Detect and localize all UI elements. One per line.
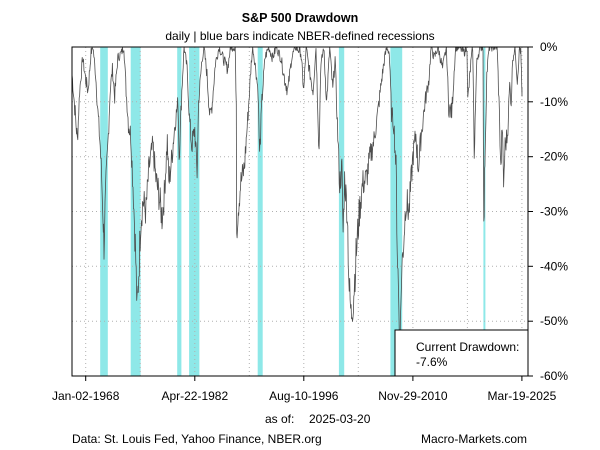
y-axis: 0% -10% -20% -30% -40% -50% -60%: [528, 40, 568, 383]
chart-title: S&P 500 Drawdown: [242, 11, 358, 25]
current-drawdown-value: -7.6%: [416, 355, 448, 369]
recession-bar-3: [177, 47, 182, 376]
recession-bar-4: [189, 47, 200, 376]
current-drawdown-box: Current Drawdown: -7.6%: [394, 329, 529, 377]
drawdown-series: [71, 46, 523, 374]
recession-bar-6: [338, 47, 345, 376]
site-credit: Macro-Markets.com: [421, 432, 527, 446]
drawdown-line-1: [71, 46, 523, 374]
x-tick-label-3: Aug-10-1996: [269, 389, 339, 403]
as-of-date: 2025-03-20: [309, 412, 371, 426]
gridlines: [72, 47, 528, 376]
current-drawdown-label: Current Drawdown:: [416, 340, 519, 354]
y-tick-label-7: -60%: [540, 369, 568, 383]
x-tick-label-1: Jan-02-1968: [52, 389, 120, 403]
chart-subtitle: daily | blue bars indicate NBER-defined …: [165, 29, 434, 43]
as-of-label: as of:: [265, 412, 294, 426]
y-tick-label-3: -20%: [540, 150, 568, 164]
y-tick-label-6: -50%: [540, 314, 568, 328]
y-tick-label-2: -10%: [540, 95, 568, 109]
y-tick-label-4: -30%: [540, 205, 568, 219]
x-tick-label-5: Mar-19-2025: [488, 389, 557, 403]
y-tick-label-1: 0%: [540, 40, 558, 54]
x-axis: Jan-02-1968 Apr-22-1982 Aug-10-1996 Nov-29-…: [52, 376, 557, 403]
x-tick-label-4: Nov-29-2010: [378, 389, 448, 403]
recession-bar-2: [130, 47, 141, 376]
x-tick-label-2: Apr-22-1982: [161, 389, 228, 403]
data-source: Data: St. Louis Fed, Yahoo Finance, NBER…: [72, 432, 322, 446]
y-tick-label-5: -40%: [540, 259, 568, 273]
